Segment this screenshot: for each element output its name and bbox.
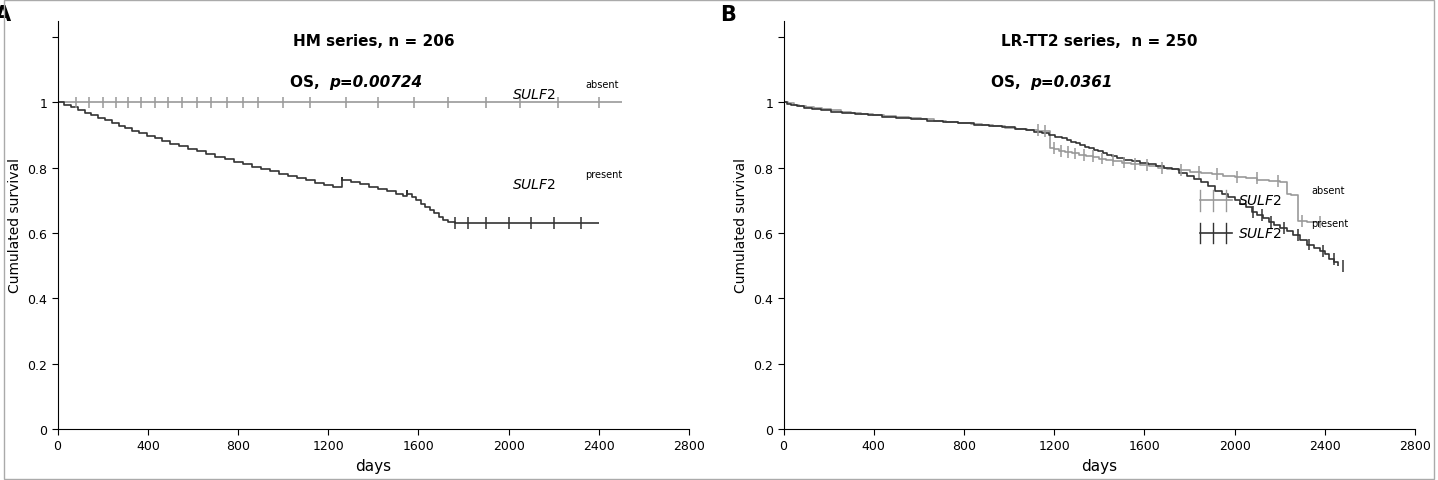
Text: present: present <box>1311 218 1349 228</box>
Text: $\mathit{SULF2}$: $\mathit{SULF2}$ <box>1238 227 1283 240</box>
Text: p=0.0361: p=0.0361 <box>1030 75 1113 90</box>
Text: absent: absent <box>1311 186 1345 196</box>
Text: LR-TT2 series,  n = 250: LR-TT2 series, n = 250 <box>1001 34 1198 49</box>
Y-axis label: Cumulated survival: Cumulated survival <box>733 158 748 293</box>
X-axis label: days: days <box>1081 458 1117 473</box>
Text: present: present <box>585 169 623 180</box>
Text: OS,: OS, <box>991 75 1024 90</box>
Text: absent: absent <box>585 80 618 90</box>
Text: $\mathit{SULF2}$: $\mathit{SULF2}$ <box>1238 194 1283 208</box>
X-axis label: days: days <box>355 458 391 473</box>
Text: B: B <box>720 5 736 25</box>
Text: HM series, n = 206: HM series, n = 206 <box>292 34 454 49</box>
Text: $\mathit{SULF2}$: $\mathit{SULF2}$ <box>512 178 557 192</box>
Text: $\mathit{SULF2}$: $\mathit{SULF2}$ <box>512 88 557 102</box>
Text: p=0.00724: p=0.00724 <box>329 75 423 90</box>
Text: A: A <box>0 5 10 25</box>
Text: OS,: OS, <box>290 75 324 90</box>
Y-axis label: Cumulated survival: Cumulated survival <box>7 158 22 293</box>
